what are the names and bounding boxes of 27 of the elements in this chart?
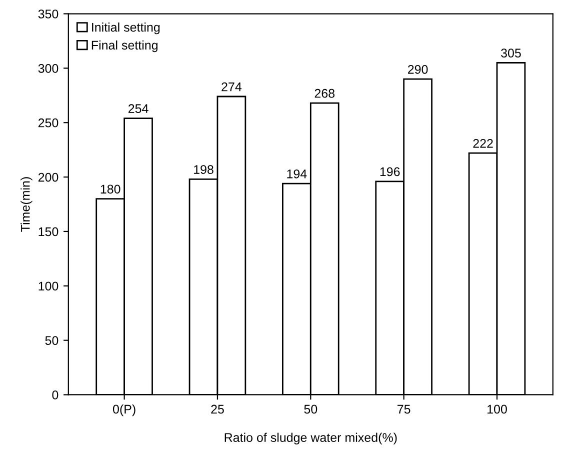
x-tick-label: 100 <box>488 404 507 414</box>
data-label: 222 <box>473 138 493 148</box>
y-tick-label: 50 <box>45 336 58 345</box>
y-tick-label: 250 <box>38 118 58 128</box>
data-label: 290 <box>408 64 428 74</box>
data-label: 180 <box>100 184 120 194</box>
data-label: 268 <box>314 88 335 98</box>
x-tick-label: 75 <box>398 404 410 414</box>
y-tick-label: 150 <box>38 227 58 236</box>
x-axis-title: Ratio of sludge water mixed(%) <box>224 432 397 444</box>
x-tick-label: 0(P) <box>112 404 136 416</box>
data-label: 254 <box>128 104 148 114</box>
x-tick-label: 50 <box>304 404 318 414</box>
y-tick-label: 0 <box>52 390 58 400</box>
y-tick-label: 300 <box>38 64 58 73</box>
legend-label: Final setting <box>92 40 158 52</box>
data-label: 198 <box>194 165 214 174</box>
data-label: 194 <box>287 169 307 178</box>
legend-label: Initial setting <box>92 22 160 34</box>
y-tick-label: 350 <box>38 10 58 18</box>
data-label: 274 <box>222 82 242 92</box>
y-tick-label: 200 <box>38 172 58 182</box>
y-tick-label: 100 <box>38 282 58 291</box>
y-axis-title: Time(min) <box>20 177 32 232</box>
data-label: 305 <box>501 48 521 58</box>
data-label: 196 <box>380 167 400 176</box>
x-tick-label: 25 <box>211 404 224 414</box>
